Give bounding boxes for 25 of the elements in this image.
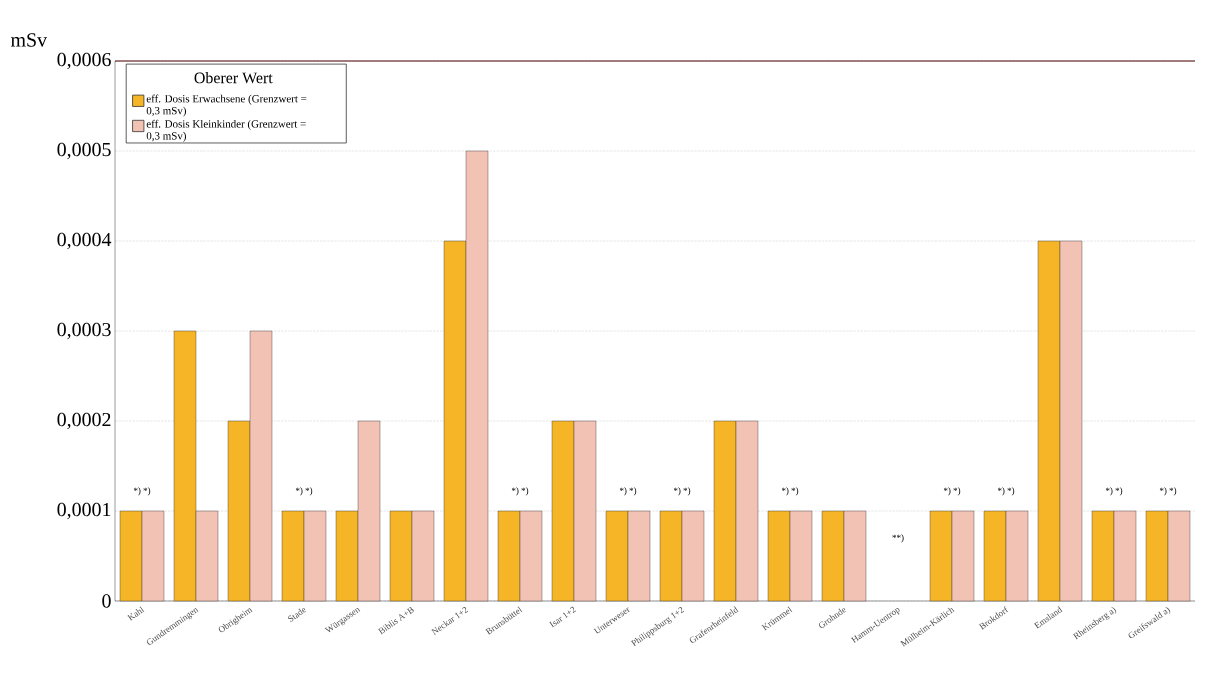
- x-tick-label: Kahl: [127, 606, 145, 621]
- x-tick-label: Stade: [288, 608, 307, 622]
- annotation: *) *): [133, 487, 151, 496]
- y-tick-label: 0,0002: [57, 412, 111, 430]
- y-axis-title: mSv: [10, 33, 48, 47]
- legend-label: eff. Dosis Kleinkinder (Grenzwert = 0,3 mSv): [146, 119, 306, 142]
- annotation: *) *): [943, 487, 961, 496]
- annotation: *) *): [781, 487, 799, 496]
- x-tick-label: Isar 1+2: [549, 606, 577, 628]
- y-tick-label: 0,0005: [57, 142, 111, 160]
- legend-label: eff. Dosis Erwachsene (Grenzwert = 0,3 mSv): [146, 94, 307, 117]
- y-tick-label: 0,0003: [57, 322, 111, 340]
- annotation: *) *): [1159, 487, 1177, 496]
- y-tick-label: 0,0006: [57, 52, 111, 70]
- y-tick-label: 0: [102, 594, 111, 608]
- y-tick-label: 0,0001: [57, 502, 111, 520]
- y-tick-label: 0,0004: [57, 232, 112, 250]
- annotation: *) *): [511, 487, 529, 496]
- annotation: *) *): [997, 487, 1015, 496]
- annotation: *) *): [619, 487, 637, 496]
- legend-title: Oberer Wert: [194, 72, 273, 84]
- annotation: *) *): [673, 487, 691, 496]
- annotation: *) *): [295, 487, 313, 496]
- annotation: *) *): [1105, 487, 1123, 496]
- annotation: **): [892, 534, 904, 543]
